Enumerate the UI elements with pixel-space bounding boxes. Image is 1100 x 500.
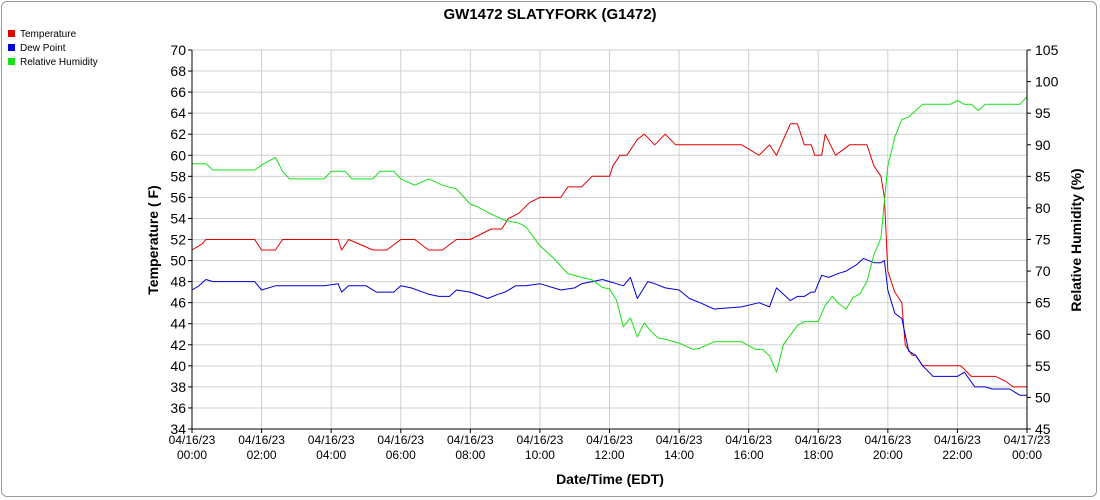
tick-labels: 34 36 38 40 42 44 46 48 50 52 54 56 58 60 62 64 66 68 70 45… — [169, 42, 1059, 462]
y-left-tick-label: 66 — [170, 84, 186, 100]
x-tick-label-date: 04/16/23 — [377, 433, 424, 447]
x-tick-label-date: 04/17/23 — [1004, 433, 1051, 447]
y-left-tick-label: 48 — [170, 274, 186, 290]
x-tick-label-date: 04/16/23 — [656, 433, 703, 447]
y-right-tick-label: 100 — [1035, 74, 1059, 90]
x-tick-label-date: 04/16/23 — [517, 433, 564, 447]
legend: Temperature Dew Point Relative Humidity — [8, 29, 98, 68]
x-tick-label-time: 12:00 — [594, 448, 624, 462]
x-tick-label-date: 04/16/23 — [586, 433, 633, 447]
series-lines — [191, 96, 1028, 396]
y-axis-right-title: Relative Humidity (%) — [1068, 168, 1084, 311]
legend-swatch-relative-humidity — [8, 58, 15, 65]
y-left-tick-label: 50 — [170, 253, 186, 269]
y-right-tick-label: 75 — [1035, 232, 1051, 248]
y-left-tick-label: 64 — [170, 105, 186, 121]
y-left-tick-label: 42 — [170, 337, 186, 353]
x-tick-label-date: 04/16/23 — [864, 433, 911, 447]
legend-label-temperature: Temperature — [20, 29, 77, 40]
axes — [188, 49, 1031, 433]
y-left-tick-label: 52 — [170, 232, 186, 248]
y-left-tick-label: 58 — [170, 168, 186, 184]
x-tick-label-time: 04:00 — [316, 448, 346, 462]
y-right-tick-label: 85 — [1035, 168, 1051, 184]
x-tick-label-date: 04/16/23 — [308, 433, 355, 447]
legend-swatch-dew-point — [8, 44, 15, 51]
x-tick-label-time: 16:00 — [734, 448, 764, 462]
y-right-tick-label: 65 — [1035, 295, 1051, 311]
relative-humidity-line — [192, 96, 1028, 373]
x-tick-label-time: 06:00 — [386, 448, 416, 462]
y-left-tick-label: 44 — [170, 316, 186, 332]
y-right-tick-label: 105 — [1035, 42, 1059, 58]
y-left-tick-label: 38 — [170, 379, 186, 395]
x-tick-label-date: 04/16/23 — [725, 433, 772, 447]
legend-label-relative-humidity: Relative Humidity — [20, 57, 98, 68]
y-right-tick-label: 90 — [1035, 137, 1051, 153]
y-right-tick-label: 45 — [1035, 421, 1051, 437]
x-tick-label-time: 18:00 — [803, 448, 833, 462]
x-tick-label-time: 02:00 — [247, 448, 277, 462]
temperature-line — [191, 123, 1027, 388]
y-left-tick-label: 60 — [170, 147, 186, 163]
chart-title: GW1472 SLATYFORK (G1472) — [443, 6, 656, 23]
y-left-tick-label: 36 — [170, 400, 186, 416]
y-right-tick-label: 55 — [1035, 358, 1051, 374]
x-tick-label-time: 14:00 — [664, 448, 694, 462]
x-tick-label-time: 22:00 — [942, 448, 972, 462]
x-axis-title: Date/Time (EDT) — [556, 471, 664, 487]
y-axis-left-title: Temperature ( F) — [145, 185, 161, 294]
y-left-tick-label: 54 — [170, 210, 186, 226]
y-right-tick-label: 95 — [1035, 105, 1051, 121]
x-tick-label-date: 04/16/23 — [169, 433, 216, 447]
y-left-tick-label: 34 — [170, 421, 186, 437]
dew-point-line — [191, 257, 1027, 396]
x-tick-label-date: 04/16/23 — [447, 433, 494, 447]
x-tick-label-date: 04/16/23 — [238, 433, 285, 447]
legend-swatch-temperature — [8, 30, 15, 37]
y-left-tick-label: 46 — [170, 295, 186, 311]
y-left-tick-label: 40 — [170, 358, 186, 374]
x-tick-label-time: 10:00 — [525, 448, 555, 462]
x-tick-label-time: 00:00 — [177, 448, 207, 462]
y-right-tick-label: 70 — [1035, 263, 1051, 279]
x-tick-label-time: 08:00 — [455, 448, 485, 462]
x-tick-label-date: 04/16/23 — [934, 433, 981, 447]
y-right-tick-label: 80 — [1035, 200, 1051, 216]
legend-label-dew-point: Dew Point — [20, 43, 66, 54]
x-tick-label-date: 04/16/23 — [795, 433, 842, 447]
y-left-tick-label: 68 — [170, 63, 186, 79]
y-left-tick-label: 62 — [170, 126, 186, 142]
y-right-tick-label: 60 — [1035, 326, 1051, 342]
x-tick-label-time: 20:00 — [873, 448, 903, 462]
y-left-tick-label: 56 — [170, 189, 186, 205]
y-left-tick-label: 70 — [170, 42, 186, 58]
y-right-tick-label: 50 — [1035, 389, 1051, 405]
x-tick-label-time: 00:00 — [1012, 448, 1042, 462]
